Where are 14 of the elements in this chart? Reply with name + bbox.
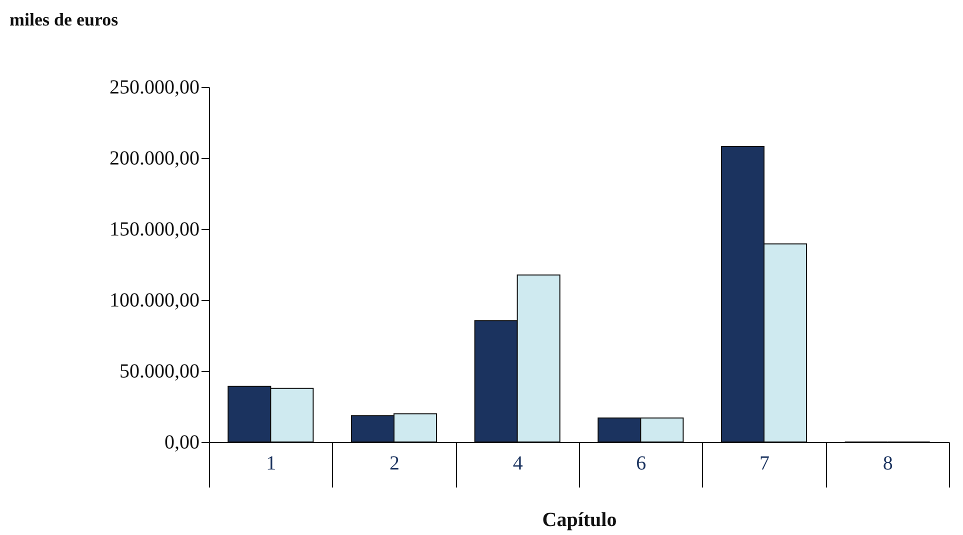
y-tick-label: 50.000,00: [120, 360, 200, 382]
y-tick-label: 250.000,00: [110, 76, 200, 98]
y-tick-label: 200.000,00: [110, 148, 200, 170]
y-tick-label: 100.000,00: [110, 290, 200, 312]
x-tick-label: 1: [266, 452, 276, 474]
y-tick-label: 150.000,00: [110, 218, 200, 240]
x-axis-title: Capítulo: [542, 509, 617, 531]
y-tick-label: 0,00: [164, 432, 200, 454]
x-tick-label: 7: [760, 452, 770, 474]
x-tick-label: 2: [390, 452, 400, 474]
x-tick-label: 6: [636, 452, 646, 474]
x-tick-label: 8: [882, 452, 893, 474]
x-tick-label: 4: [512, 452, 523, 474]
y-axis-title: miles de euros: [10, 10, 118, 30]
